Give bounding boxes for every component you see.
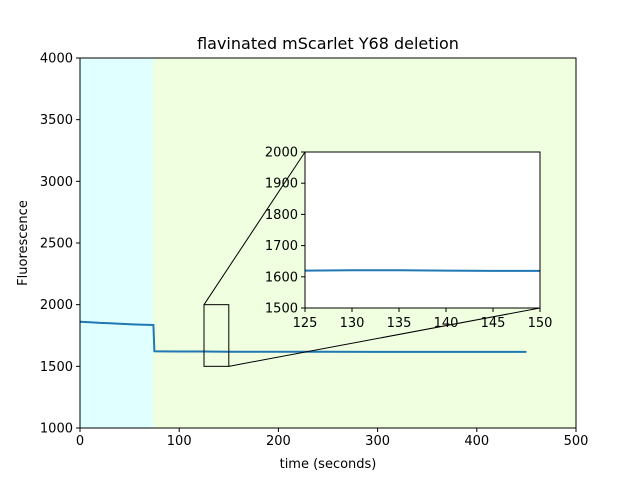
y-tick-label: 2500 (40, 237, 73, 252)
inset-series-line (304, 269, 540, 272)
inset-y-tick-label: 1600 (265, 270, 298, 285)
y-tick-label: 3500 (40, 113, 73, 128)
y-tick-label: 2000 (40, 298, 73, 313)
inset-y-tick-label: 1900 (265, 177, 298, 192)
zoom-connector-line (203, 151, 306, 305)
main-series-group (79, 320, 527, 353)
inset-x-tick-label: 125 (293, 316, 318, 331)
inset-x-tick-label: 135 (387, 316, 412, 331)
inset-x-tick-label: 145 (481, 316, 506, 331)
y-axis-label: Fluorescence (16, 200, 31, 286)
zoom-connector-line (228, 307, 541, 367)
inset-x-tick-label: 140 (434, 316, 459, 331)
inset-x-axis-ticks: 125 130 135 140 145 150 (293, 308, 553, 331)
x-axis-ticks: 0 100 200 300 400 500 (76, 428, 589, 449)
series-line (79, 320, 527, 353)
x-axis-label: time (seconds) (280, 457, 377, 472)
zoom-indicator-box (203, 304, 230, 367)
x-tick-label: 0 (76, 434, 84, 449)
y-axis-ticks: 1000 1500 2000 2500 3000 3500 4000 (40, 52, 80, 437)
x-tick-label: 500 (564, 434, 589, 449)
inset-x-tick-label: 130 (340, 316, 365, 331)
inset-background (305, 152, 540, 308)
inset-series-group (304, 269, 540, 272)
x-tick-label: 100 (167, 434, 192, 449)
x-tick-label: 400 (464, 434, 489, 449)
inset-y-axis-ticks: 1500 1600 1700 1800 1900 2000 (265, 146, 305, 317)
inset-x-tick-label: 150 (528, 316, 553, 331)
chart-title: flavinated mScarlet Y68 deletion (197, 34, 459, 53)
inset-y-tick-label: 1500 (265, 302, 298, 317)
shaded-region (80, 58, 154, 428)
x-tick-label: 300 (365, 434, 390, 449)
y-tick-label: 4000 (40, 52, 73, 67)
y-tick-label: 1500 (40, 360, 73, 375)
inset-y-tick-label: 1800 (265, 208, 298, 223)
inset-y-tick-label: 1700 (265, 239, 298, 254)
inset-frame (304, 151, 541, 309)
x-tick-label: 200 (266, 434, 291, 449)
y-tick-label: 1000 (40, 422, 73, 437)
inset-y-tick-label: 2000 (265, 146, 298, 161)
y-tick-label: 3000 (40, 175, 73, 190)
